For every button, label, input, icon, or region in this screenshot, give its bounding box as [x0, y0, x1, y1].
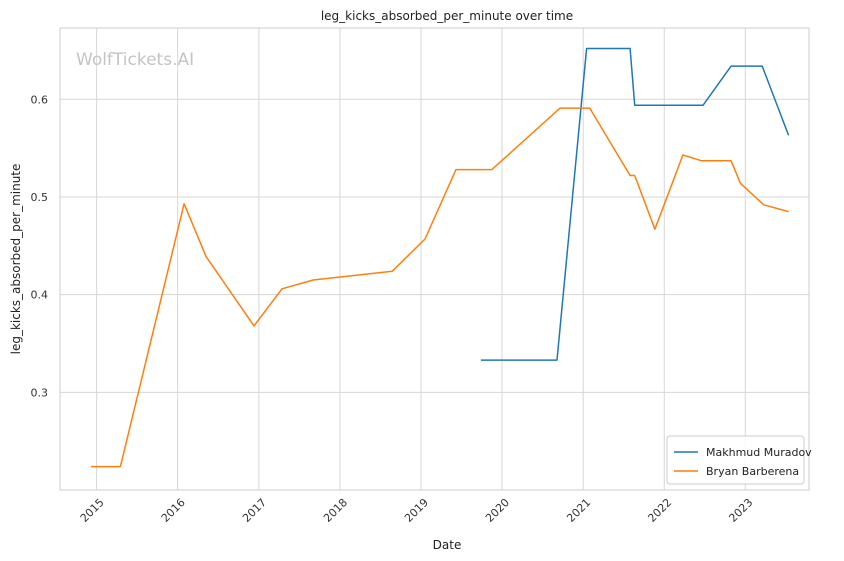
- y-tick-label: 0.6: [31, 93, 49, 106]
- y-axis-ticks: 0.3 0.4 0.5 0.6: [31, 93, 49, 399]
- legend-label-bryan-barberena: Bryan Barberena: [706, 465, 799, 478]
- legend-box: [666, 435, 805, 485]
- plot-area-frame: [59, 27, 810, 491]
- legend-label-makhmud-muradov: Makhmud Muradov: [706, 446, 812, 459]
- y-tick-label: 0.4: [31, 289, 49, 302]
- series-line-bryan-barberena: [90, 107, 789, 468]
- y-tick-label: 0.3: [31, 386, 49, 399]
- series-line-makhmud-muradov: [480, 47, 790, 361]
- series-lines: [90, 47, 790, 468]
- y-axis-title: leg_kicks_absorbed_per_minute: [9, 164, 23, 355]
- y-tick-label: 0.5: [31, 191, 49, 204]
- x-axis-title: Date: [433, 538, 462, 552]
- legend: Makhmud Muradov Bryan Barberena: [666, 435, 812, 485]
- chart-title: leg_kicks_absorbed_per_minute over time: [321, 9, 573, 23]
- watermark-text: WolfTickets.AI: [76, 50, 194, 70]
